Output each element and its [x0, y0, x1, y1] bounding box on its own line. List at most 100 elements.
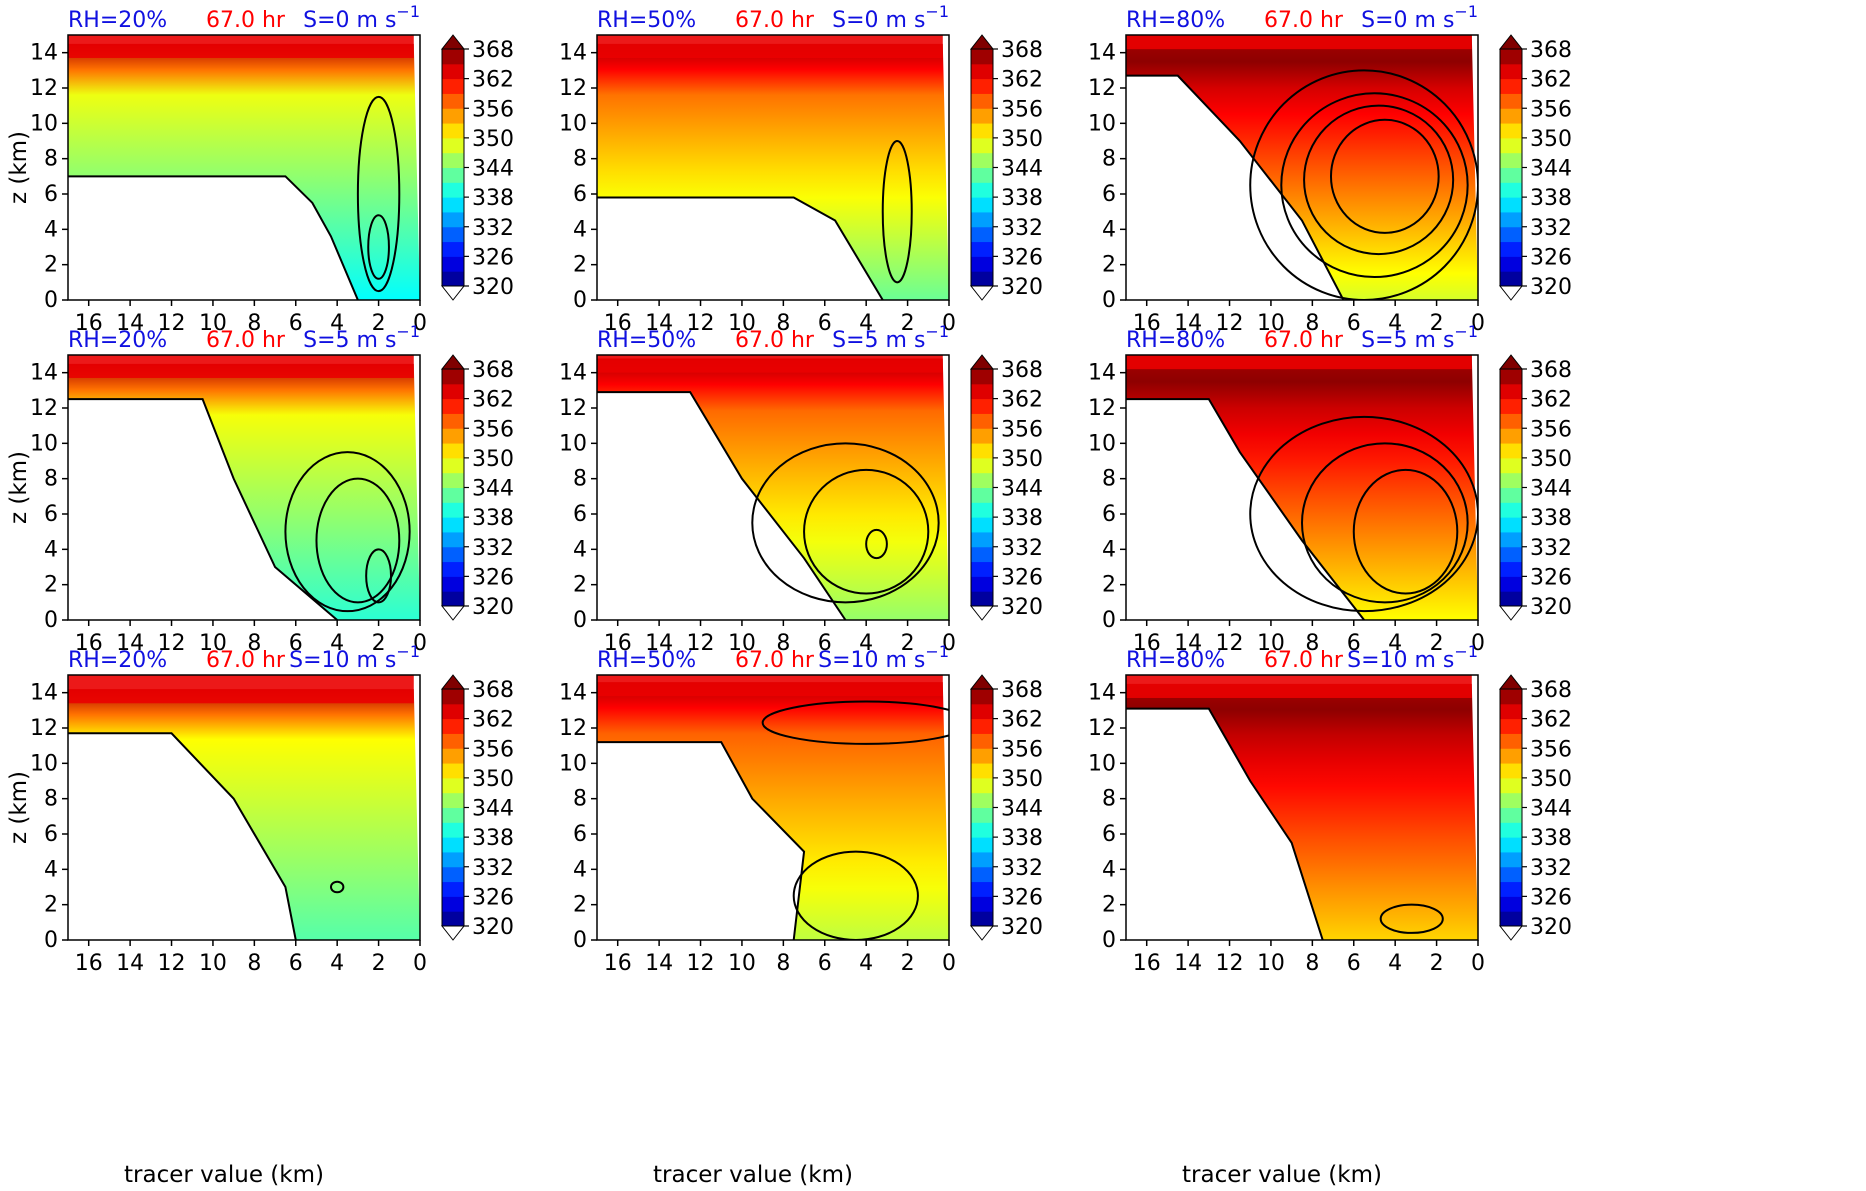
shear-label: S=0 m s−1 — [303, 2, 420, 33]
colorbar-segment — [1500, 487, 1522, 503]
colorbar-tick-label: 320 — [1530, 275, 1572, 300]
colorbar-segment — [1500, 443, 1522, 459]
colorbar-segment — [971, 152, 993, 168]
colorbar-tick-label: 338 — [472, 186, 514, 211]
y-tick-label: 2 — [1102, 573, 1116, 598]
colorbar-segment — [442, 398, 464, 414]
colorbar-tick-label: 338 — [1001, 186, 1043, 211]
colorbar-segment — [442, 851, 464, 868]
shear-label: S=0 m s−1 — [1361, 2, 1478, 33]
colorbar-tick-label: 362 — [472, 388, 514, 413]
panel: 16 14 12 10 8 6 4 2 0 0 2 4 6 8 10 12 14 RH=20% 67.0 hr S=5… — [30, 322, 514, 656]
boundary-contour — [68, 732, 297, 940]
y-tick-label: 2 — [44, 893, 58, 918]
boundary-contour — [597, 741, 806, 940]
colorbar-segment — [971, 777, 993, 794]
y-tick-label: 6 — [573, 502, 587, 527]
colorbar-tick-label: 326 — [1001, 245, 1043, 270]
y-tick-label: 8 — [1102, 467, 1116, 492]
colorbar-segment — [1500, 137, 1522, 154]
shear-label: S=5 m s−1 — [1361, 322, 1478, 353]
colorbar-extend-max — [1498, 34, 1524, 50]
colorbar-extend-max — [969, 674, 995, 690]
x-tick-label: 4 — [859, 951, 873, 976]
colorbar-segment — [1500, 197, 1522, 213]
x-tick-label: 2 — [372, 951, 386, 976]
y-tick-label: 4 — [1102, 537, 1116, 562]
colorbar-segment — [442, 689, 464, 705]
x-tick-label: 4 — [330, 631, 344, 656]
colorbar-segment — [442, 487, 464, 503]
x-tick-label: 16 — [75, 311, 103, 336]
colorbar-tick-label: 326 — [472, 565, 514, 590]
colorbar-tick-label: 350 — [472, 447, 514, 472]
colorbar-tick-label: 368 — [1001, 38, 1043, 63]
colorbar-segment — [442, 63, 464, 80]
x-tick-label: 8 — [1305, 631, 1319, 656]
colorbar-segment — [971, 837, 993, 853]
panel: 16 14 12 10 8 6 4 2 0 0 2 4 6 8 10 12 14 RH=50% 67.0 hr S=5… — [559, 322, 1043, 656]
x-tick-label: 16 — [75, 951, 103, 976]
colorbar-segment — [1500, 881, 1522, 897]
axes-frame — [67, 354, 421, 621]
colorbar-segment — [442, 152, 464, 168]
x-tick-label: 4 — [1388, 311, 1402, 336]
panel: 16 14 12 10 8 6 4 2 0 0 2 4 6 8 10 12 14 RH=20% 67.0 hr S=0… — [30, 2, 514, 336]
y-tick-label: 2 — [44, 573, 58, 598]
y-tick-label: 14 — [559, 41, 587, 66]
y-tick-label: 6 — [44, 502, 58, 527]
colorbar-tick-label: 320 — [472, 915, 514, 940]
colorbar-tick-label: 362 — [1530, 68, 1572, 93]
contour-line — [865, 528, 888, 560]
x-tick-label: 6 — [818, 951, 832, 976]
colorbar-tick-label: 368 — [1001, 678, 1043, 703]
y-tick-label: 2 — [44, 253, 58, 278]
colorbar-segment — [1500, 591, 1522, 607]
colorbar-tick-label: 320 — [1530, 915, 1572, 940]
x-tick-label: 12 — [687, 951, 715, 976]
colorbar-tick-label: 332 — [1530, 216, 1572, 241]
colorbar-segment — [971, 369, 993, 385]
tracer-field — [597, 358, 949, 620]
colorbar-segment — [971, 896, 993, 912]
x-axis-label: tracer value (km) — [1182, 1162, 1382, 1188]
colorbar-tick-label: 344 — [472, 797, 514, 822]
colorbar-segment — [1500, 413, 1522, 429]
contour-line — [1301, 442, 1469, 604]
y-tick-label: 6 — [573, 822, 587, 847]
colorbar-segment — [1500, 241, 1522, 257]
x-tick-label: 0 — [1471, 631, 1485, 656]
colorbar-segment — [442, 182, 464, 198]
colorbar-segment — [442, 792, 464, 808]
contour-line — [881, 140, 913, 284]
colorbar-segment — [1500, 807, 1522, 823]
colorbar-tick-label: 356 — [1530, 97, 1572, 122]
colorbar-segment — [442, 108, 464, 124]
y-tick-label: 14 — [1088, 681, 1116, 706]
x-tick-label: 16 — [1133, 311, 1161, 336]
contour-line — [367, 214, 390, 280]
time-label: 67.0 hr — [1264, 648, 1344, 673]
colorbar-segment — [1500, 428, 1522, 444]
colorbar: 368 362 356 350 344 338 332 326 320 — [440, 354, 514, 621]
colorbar-tick-label: 362 — [1530, 708, 1572, 733]
colorbar-segment — [442, 763, 464, 779]
y-tick-label: 10 — [1088, 111, 1116, 136]
y-tick-label: 6 — [1102, 502, 1116, 527]
panel: 16 14 12 10 8 6 4 2 0 0 2 4 6 8 10 12 14 RH=50% 67.0 hr S=1… — [559, 642, 1043, 976]
shear-label: S=10 m s−1 — [1347, 642, 1478, 673]
colorbar-segment — [971, 881, 993, 897]
x-tick-label: 2 — [1430, 311, 1444, 336]
x-tick-label: 4 — [1388, 631, 1402, 656]
colorbar-segment — [442, 703, 464, 720]
colorbar-tick-label: 350 — [1530, 767, 1572, 792]
colorbar: 368 362 356 350 344 338 332 326 320 — [440, 34, 514, 301]
rh-label: RH=50% — [597, 648, 696, 673]
colorbar-tick-label: 350 — [1530, 127, 1572, 152]
rh-label: RH=80% — [1126, 328, 1225, 353]
colorbar-segment — [1500, 851, 1522, 868]
rh-label: RH=50% — [597, 8, 696, 33]
y-tick-label: 0 — [1102, 608, 1116, 633]
colorbar-tick-label: 344 — [1001, 477, 1043, 502]
